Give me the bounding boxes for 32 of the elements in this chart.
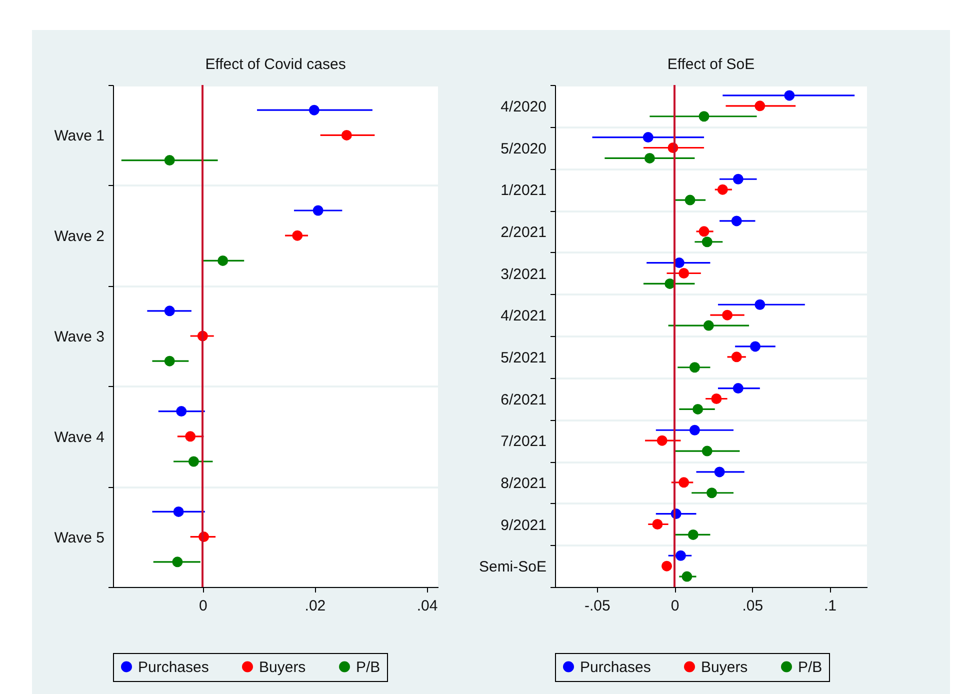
y-tick-label: Wave 1 xyxy=(54,128,104,145)
chart-title: Effect of SoE xyxy=(667,56,755,73)
x-tick-label: .05 xyxy=(742,598,764,614)
y-tick-label: 2/2021 xyxy=(500,224,546,241)
y-tick-label: Wave 2 xyxy=(54,228,104,246)
y-tick-label: Semi-SoE xyxy=(478,558,546,576)
y-tick-label: 1/2021 xyxy=(500,182,546,200)
y-tick-label: 5/2020 xyxy=(500,140,546,158)
y-tick-label: 9/2021 xyxy=(500,516,546,534)
legend-label: P/B xyxy=(356,658,380,676)
y-tick-label: 6/2021 xyxy=(500,391,546,408)
legend-label: Purchases xyxy=(138,658,209,676)
y-tick-label: 3/2021 xyxy=(500,266,546,283)
y-tick-label: 5/2021 xyxy=(500,349,546,366)
chart-title: Effect of Covid cases xyxy=(205,56,346,73)
x-tick-label: 0 xyxy=(198,598,208,614)
x-tick-label: .1 xyxy=(824,598,837,614)
y-tick-label: Wave 4 xyxy=(54,428,104,446)
x-tick-label: .02 xyxy=(304,598,326,614)
legend-label: Purchases xyxy=(580,658,651,676)
legend-label: Buyers xyxy=(259,658,306,676)
y-tick-label: 8/2021 xyxy=(500,474,546,492)
x-tick-label: 0 xyxy=(670,598,680,614)
x-tick-label: .04 xyxy=(416,598,438,614)
y-tick-label: Wave 3 xyxy=(54,328,104,346)
legend-label: Buyers xyxy=(701,658,748,676)
y-tick-label: 7/2021 xyxy=(500,433,546,450)
y-tick-label: 4/2021 xyxy=(500,308,546,325)
legend-label: P/B xyxy=(798,658,822,676)
y-tick-label: Wave 5 xyxy=(54,529,104,546)
y-tick-label: 4/2020 xyxy=(500,98,546,116)
x-tick-label: -.05 xyxy=(584,598,610,614)
